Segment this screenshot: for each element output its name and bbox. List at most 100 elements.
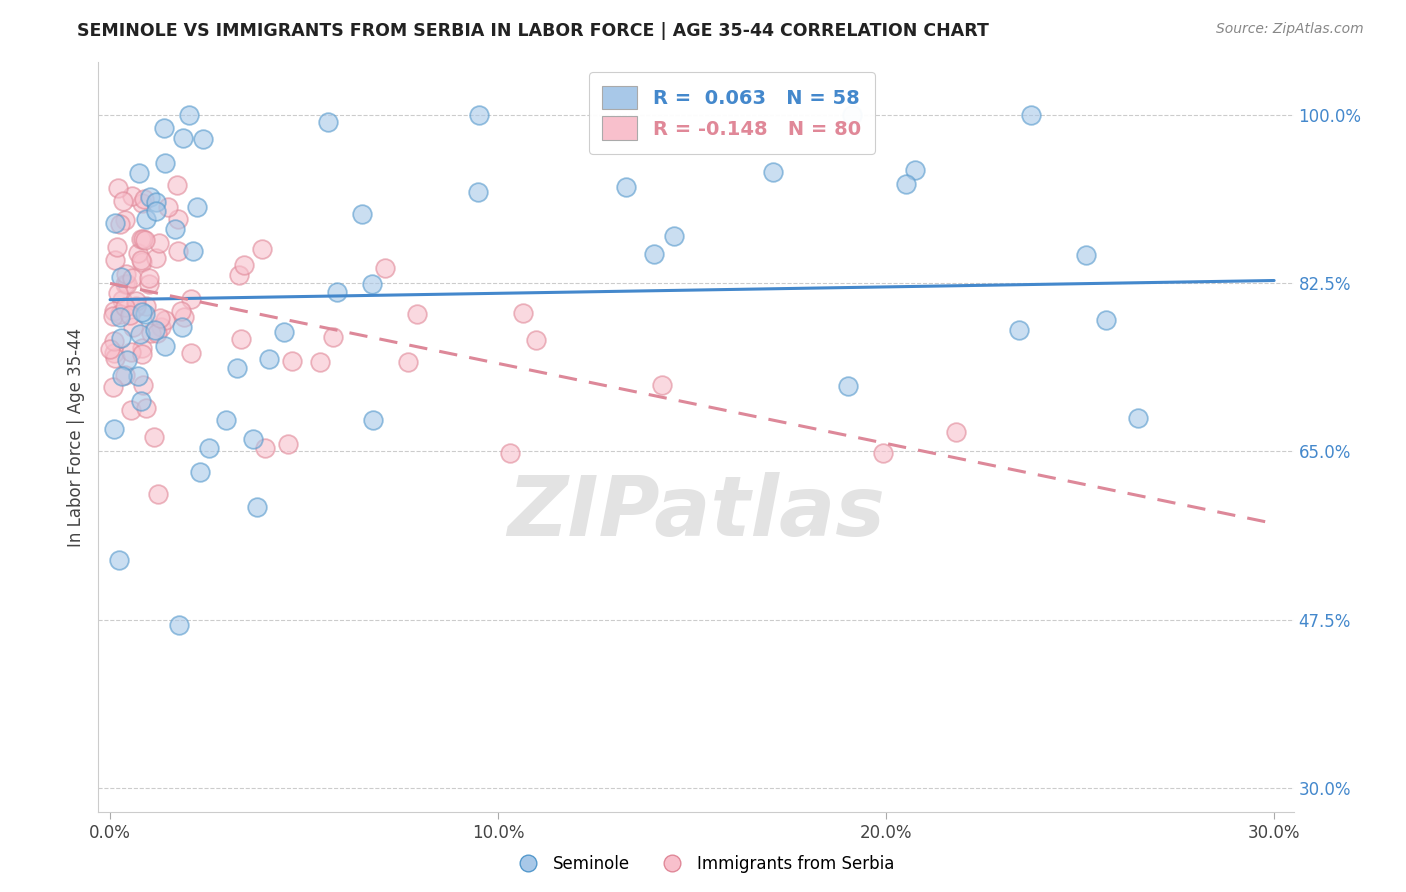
Point bbox=[872, 445, 894, 459]
Point bbox=[114, 213, 136, 227]
Point bbox=[146, 326, 169, 341]
Point bbox=[103, 380, 125, 394]
Point bbox=[131, 347, 153, 361]
Point bbox=[186, 200, 208, 214]
Point bbox=[104, 351, 127, 366]
Point bbox=[127, 368, 149, 383]
Point bbox=[148, 236, 170, 251]
Point bbox=[837, 379, 859, 393]
Point bbox=[120, 402, 142, 417]
Point bbox=[326, 285, 349, 299]
Point bbox=[121, 319, 143, 334]
Point bbox=[165, 221, 187, 235]
Point bbox=[139, 326, 162, 340]
Point bbox=[180, 346, 202, 360]
Point bbox=[128, 327, 150, 342]
Point bbox=[103, 346, 125, 360]
Point bbox=[406, 308, 429, 322]
Point bbox=[111, 194, 134, 208]
Point bbox=[250, 242, 273, 256]
Point bbox=[316, 114, 339, 128]
Point bbox=[132, 378, 155, 392]
Point bbox=[281, 353, 304, 368]
Point bbox=[1126, 411, 1149, 425]
Point bbox=[643, 247, 665, 261]
Point bbox=[167, 211, 190, 226]
Point bbox=[257, 352, 280, 367]
Point bbox=[120, 309, 142, 323]
Point bbox=[114, 300, 136, 314]
Point bbox=[105, 240, 128, 254]
Point bbox=[841, 108, 863, 122]
Point bbox=[352, 206, 374, 220]
Point bbox=[125, 294, 148, 309]
Point bbox=[107, 286, 129, 301]
Point bbox=[181, 244, 204, 258]
Point bbox=[129, 253, 152, 268]
Point bbox=[134, 307, 156, 321]
Point bbox=[894, 177, 917, 191]
Point bbox=[131, 305, 153, 319]
Point bbox=[110, 331, 132, 345]
Point bbox=[153, 339, 176, 353]
Point bbox=[115, 267, 138, 281]
Point bbox=[101, 310, 124, 324]
Point bbox=[374, 260, 396, 275]
Point bbox=[138, 271, 160, 285]
Point bbox=[191, 131, 214, 145]
Point bbox=[180, 292, 202, 306]
Point bbox=[173, 310, 195, 325]
Point bbox=[107, 553, 129, 567]
Point bbox=[145, 203, 167, 218]
Point bbox=[129, 232, 152, 246]
Point bbox=[188, 465, 211, 479]
Point bbox=[104, 215, 127, 229]
Point bbox=[170, 319, 193, 334]
Point bbox=[103, 303, 125, 318]
Point bbox=[131, 341, 153, 355]
Point bbox=[145, 251, 167, 265]
Point bbox=[135, 212, 157, 227]
Point bbox=[651, 377, 673, 392]
Point bbox=[131, 195, 153, 210]
Point bbox=[149, 310, 172, 325]
Point bbox=[1094, 313, 1116, 327]
Point bbox=[131, 255, 153, 269]
Point bbox=[138, 277, 160, 291]
Point bbox=[143, 323, 166, 337]
Point bbox=[128, 166, 150, 180]
Y-axis label: In Labor Force | Age 35-44: In Labor Force | Age 35-44 bbox=[66, 327, 84, 547]
Point bbox=[242, 432, 264, 446]
Point bbox=[132, 192, 155, 206]
Point bbox=[662, 229, 685, 244]
Point bbox=[155, 156, 177, 170]
Point bbox=[360, 277, 382, 291]
Point bbox=[108, 307, 131, 321]
Point bbox=[166, 178, 188, 192]
Legend: R =  0.063   N = 58, R = -0.148   N = 80: R = 0.063 N = 58, R = -0.148 N = 80 bbox=[589, 72, 875, 153]
Point bbox=[103, 334, 125, 349]
Point bbox=[277, 437, 299, 451]
Point bbox=[125, 300, 148, 314]
Legend: Seminole, Immigrants from Serbia: Seminole, Immigrants from Serbia bbox=[505, 848, 901, 880]
Point bbox=[273, 325, 295, 339]
Point bbox=[198, 441, 221, 455]
Point bbox=[177, 108, 200, 122]
Point bbox=[110, 269, 132, 284]
Point bbox=[166, 244, 188, 258]
Point bbox=[396, 355, 419, 369]
Point bbox=[121, 189, 143, 203]
Point bbox=[1019, 108, 1042, 122]
Point bbox=[111, 368, 134, 383]
Point bbox=[172, 130, 194, 145]
Point bbox=[904, 162, 927, 177]
Point bbox=[361, 413, 384, 427]
Text: ZIPatlas: ZIPatlas bbox=[508, 472, 884, 552]
Point bbox=[117, 277, 139, 291]
Point bbox=[153, 121, 176, 136]
Text: Source: ZipAtlas.com: Source: ZipAtlas.com bbox=[1216, 22, 1364, 37]
Point bbox=[945, 425, 967, 440]
Point bbox=[1074, 247, 1097, 261]
Point bbox=[145, 195, 167, 210]
Point bbox=[467, 185, 489, 199]
